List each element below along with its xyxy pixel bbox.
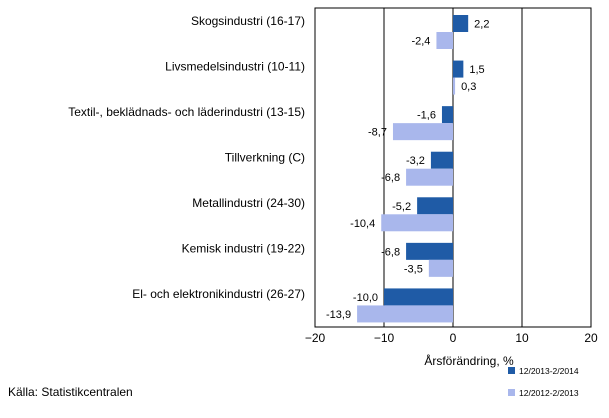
bar-series2 <box>453 77 456 95</box>
data-label: 1,5 <box>469 64 484 76</box>
category-label: Textil-, beklädnads- och läderindustri (… <box>68 105 305 119</box>
bar-series1 <box>453 15 469 32</box>
bar-series2 <box>428 259 453 277</box>
bar-series1 <box>406 242 453 260</box>
bar-series1 <box>384 288 453 306</box>
legend-label: 12/2013-2/2014 <box>519 366 579 376</box>
bar-series1 <box>453 60 464 78</box>
legend-swatch <box>508 367 515 374</box>
bar-series2 <box>392 123 453 141</box>
data-label: -2,4 <box>411 36 430 48</box>
category-label: Livsmedelsindustri (10-11) <box>165 59 305 73</box>
category-label: Skogsindustri (16-17) <box>191 14 305 28</box>
data-label: -6,8 <box>381 246 400 258</box>
data-label: -10,4 <box>350 218 375 230</box>
data-label: -3,2 <box>406 155 425 167</box>
bar-series2 <box>406 168 453 186</box>
data-label: -8,7 <box>368 127 387 139</box>
bar-series2 <box>357 305 453 323</box>
x-tick-label: 10 <box>515 331 529 345</box>
source-note: Källa: Statistikcentralen <box>8 385 133 399</box>
category-label: Metallindustri (24-30) <box>192 196 305 210</box>
x-tick-label: 0 <box>450 331 457 345</box>
x-axis-title: Årsförändring, % <box>424 353 514 368</box>
x-tick-label: −20 <box>305 331 326 345</box>
data-label: 0,3 <box>461 81 476 93</box>
category-label: El- och elektronikindustri (26-27) <box>132 287 305 301</box>
legend-swatch <box>508 389 515 396</box>
data-label: -13,9 <box>326 309 351 321</box>
bar-series2 <box>436 32 453 49</box>
data-label: 2,2 <box>474 19 489 31</box>
data-label: -6,8 <box>381 172 400 184</box>
data-label: -5,2 <box>392 201 411 213</box>
data-label: -3,5 <box>404 263 423 275</box>
legend-label: 12/2012-2/2013 <box>519 388 579 398</box>
category-label: Tillverkning (C) <box>225 151 305 165</box>
data-label: -1,6 <box>417 110 436 122</box>
bar-series1 <box>417 197 453 215</box>
bar-series1 <box>430 151 453 169</box>
x-tick-label: 20 <box>584 331 598 345</box>
data-label: -10,0 <box>353 292 378 304</box>
category-label: Kemisk industri (19-22) <box>182 242 305 256</box>
x-tick-label: −10 <box>374 331 395 345</box>
bar-series2 <box>381 214 453 232</box>
bar-series1 <box>441 106 453 124</box>
